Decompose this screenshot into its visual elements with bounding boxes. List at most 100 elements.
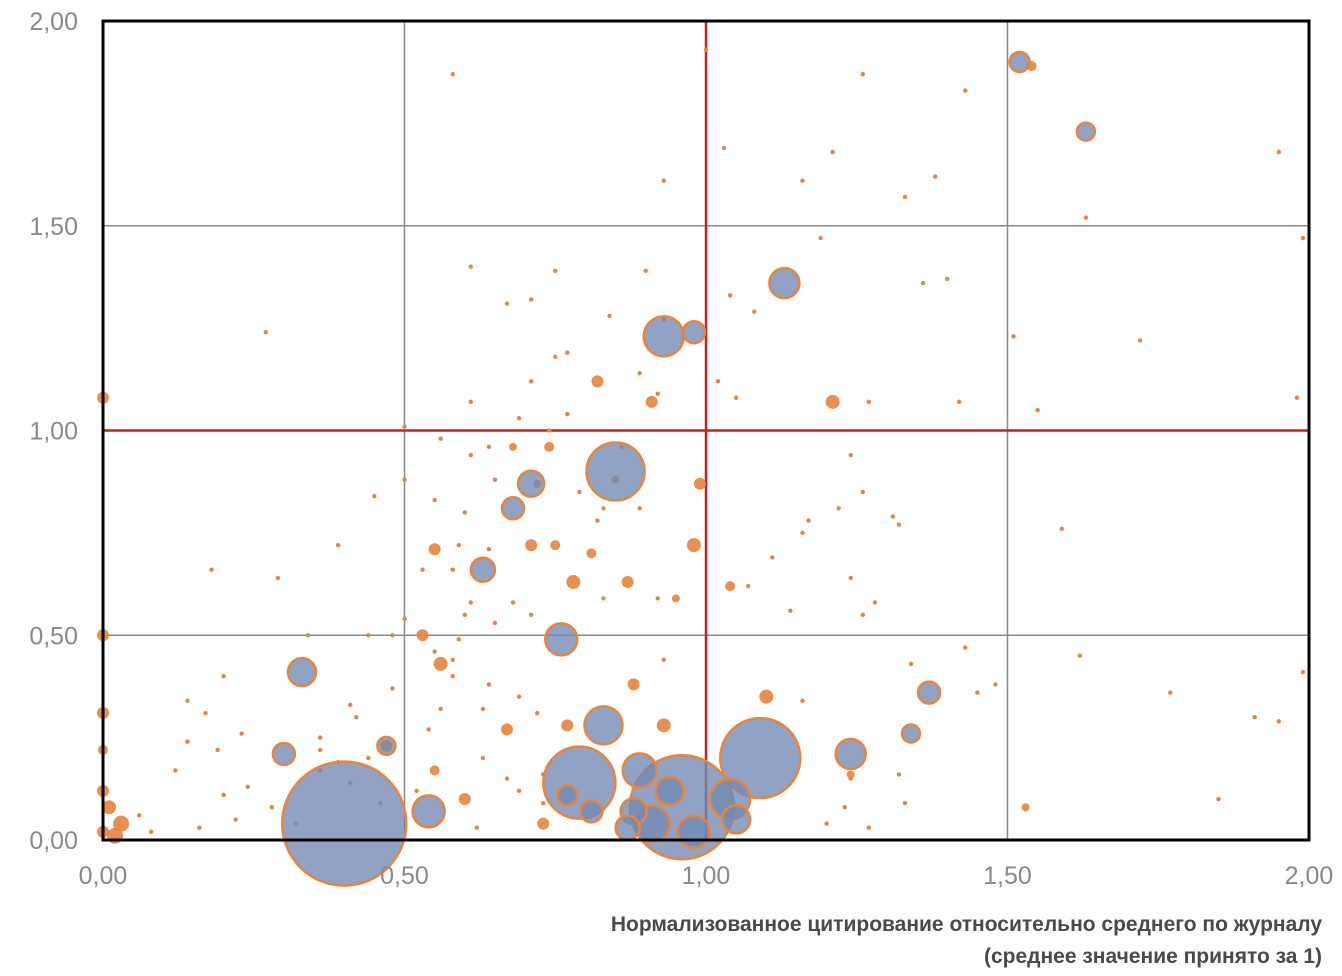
data-bubble	[376, 735, 397, 757]
data-bubble	[544, 622, 579, 657]
data-dot	[221, 674, 226, 679]
data-point	[102, 800, 117, 815]
data-point	[501, 723, 514, 736]
data-dot	[468, 264, 474, 269]
data-point	[725, 581, 736, 592]
data-dot	[661, 178, 666, 183]
data-point	[113, 815, 130, 832]
data-dot	[733, 395, 739, 400]
data-point	[645, 395, 658, 408]
data-bubble	[834, 737, 867, 771]
data-point	[656, 718, 671, 733]
data-bubble	[280, 760, 408, 887]
x-tick-label: 2,00	[1285, 862, 1334, 890]
data-bubble	[500, 496, 526, 521]
data-dot	[963, 88, 968, 93]
data-point	[525, 539, 538, 552]
data-dot	[390, 686, 395, 691]
data-dot	[565, 411, 570, 417]
data-dot	[528, 612, 534, 617]
data-point	[416, 629, 429, 642]
data-dot	[269, 805, 275, 810]
x-axis-title-line-2: (среднее значение принято за 1)	[984, 945, 1322, 968]
data-bubble	[516, 469, 546, 498]
data-point	[591, 375, 604, 388]
data-dot	[486, 444, 492, 450]
data-dot	[528, 379, 534, 384]
data-dot	[263, 330, 269, 335]
data-point	[693, 477, 706, 490]
data-dot	[402, 477, 407, 482]
data-dot	[197, 825, 202, 830]
data-dot	[643, 268, 648, 273]
data-bubble	[271, 741, 297, 767]
data-dot	[721, 145, 727, 151]
data-dot	[173, 768, 178, 773]
data-dot	[486, 547, 492, 552]
data-dot	[480, 706, 486, 712]
data-point	[509, 442, 518, 451]
data-dot	[516, 788, 522, 794]
data-dot	[335, 542, 341, 548]
data-dot	[860, 612, 865, 617]
data-dot	[661, 657, 666, 663]
data-point	[759, 689, 774, 704]
data-dot	[806, 518, 811, 523]
data-dot	[703, 47, 709, 52]
data-dot	[932, 174, 938, 179]
data-bubble	[579, 799, 604, 824]
x-tick-label: 1,50	[983, 862, 1032, 890]
data-bubble	[614, 814, 641, 841]
data-bubble	[642, 315, 686, 358]
y-tick-label: 0,00	[29, 827, 78, 855]
data-bubble	[411, 794, 446, 829]
data-dot	[872, 600, 878, 605]
data-dot	[420, 567, 425, 572]
data-dot	[637, 506, 642, 511]
data-dot	[486, 682, 492, 687]
data-dot	[450, 567, 455, 572]
data-dot	[848, 575, 853, 581]
data-dot	[800, 178, 805, 183]
data-dot	[462, 612, 467, 617]
data-dot	[468, 452, 474, 458]
data-dot	[1077, 653, 1083, 658]
data-dot	[136, 813, 142, 818]
data-dot	[354, 714, 359, 720]
data-dot	[215, 747, 220, 753]
data-dot	[534, 710, 540, 716]
data-dot	[908, 661, 914, 667]
data-dot	[468, 600, 474, 605]
data-dot	[540, 800, 546, 806]
data-dot	[221, 792, 226, 798]
data-dot	[432, 497, 437, 503]
data-bubble	[286, 656, 318, 688]
data-dot	[474, 825, 480, 830]
data-dot	[957, 399, 962, 405]
data-dot	[275, 575, 281, 581]
data-dot	[317, 747, 323, 753]
data-dot	[860, 489, 865, 495]
data-dot	[185, 739, 190, 744]
data-dot	[1011, 334, 1016, 339]
data-dot	[601, 506, 606, 511]
data-dot	[450, 72, 455, 77]
data-bubble	[720, 804, 752, 835]
plot-frame	[101, 19, 1311, 842]
data-point	[825, 394, 840, 409]
data-dot	[402, 616, 407, 622]
x-tick-label: 1,00	[682, 862, 731, 890]
data-dot	[553, 354, 558, 359]
data-dot	[414, 788, 419, 794]
data-dot	[426, 727, 431, 732]
tick-labels: 0,00 0,50 1,00 1,50 2,00 0,00 0,50 1,00 1,50 2,00	[29, 8, 1333, 890]
data-dot	[565, 350, 570, 355]
data-point	[671, 594, 680, 603]
data-dot	[595, 518, 600, 523]
data-dot	[637, 370, 642, 376]
data-dot	[1168, 690, 1173, 695]
data-dot	[468, 399, 474, 405]
data-dot	[233, 817, 238, 822]
